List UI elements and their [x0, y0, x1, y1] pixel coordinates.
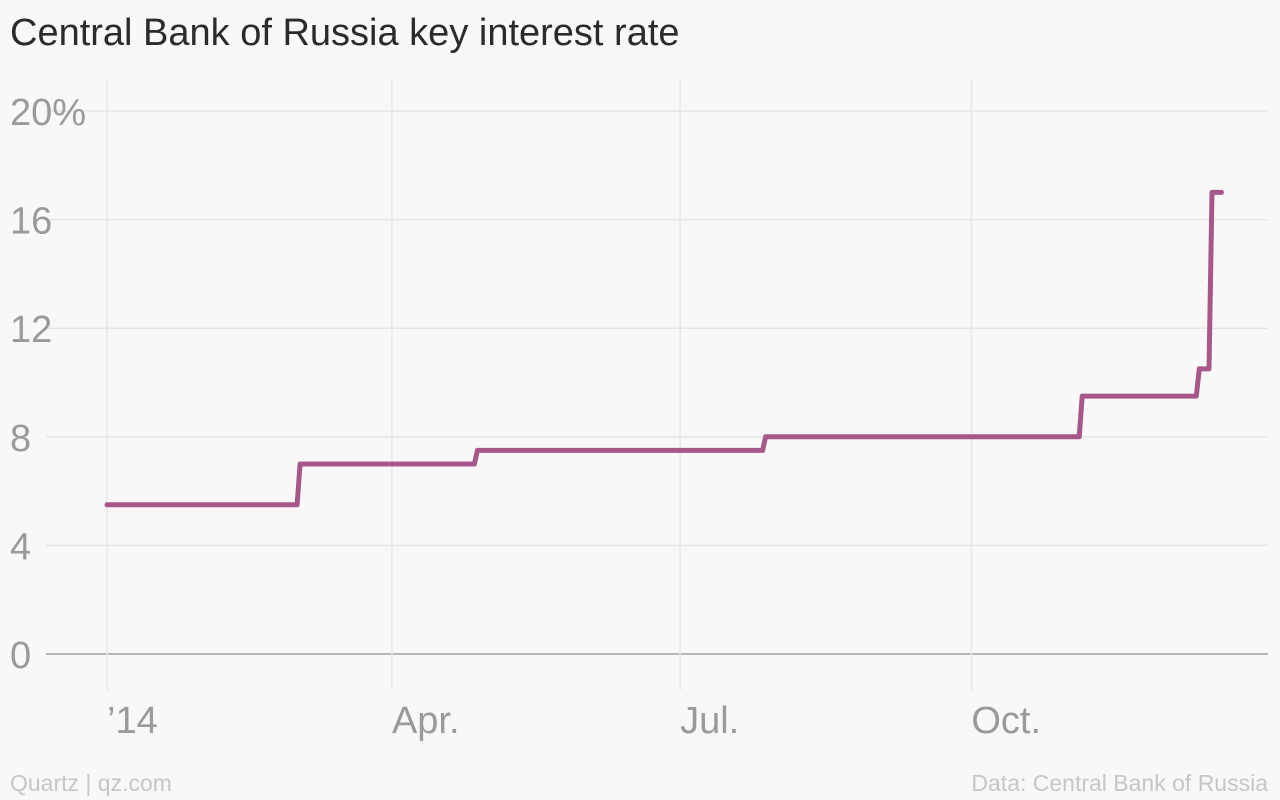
x-tick-label: Jul.	[680, 700, 739, 742]
y-tick-labels: 0 4 8 12 16 20%	[10, 92, 86, 677]
grid-lines	[46, 80, 1268, 690]
y-tick-label: 4	[10, 526, 31, 568]
series-group	[104, 189, 1224, 508]
x-tick-label: ’14	[107, 700, 158, 742]
x-tick-label: Oct.	[971, 700, 1041, 742]
y-tick-label: 16	[10, 201, 52, 243]
y-tick-label: 8	[10, 418, 31, 460]
footer-source: Data: Central Bank of Russia	[971, 770, 1268, 796]
x-tick-labels: ’14 Apr. Jul. Oct.	[107, 700, 1041, 742]
y-tick-label: 12	[10, 309, 52, 351]
chart-title: Central Bank of Russia key interest rate	[10, 12, 680, 54]
footer-credit: Quartz | qz.com	[10, 770, 172, 796]
y-tick-label: 20%	[10, 92, 86, 134]
rate-series-line	[104, 189, 1224, 508]
x-tick-label: Apr.	[392, 700, 460, 742]
y-tick-label: 0	[10, 635, 31, 677]
